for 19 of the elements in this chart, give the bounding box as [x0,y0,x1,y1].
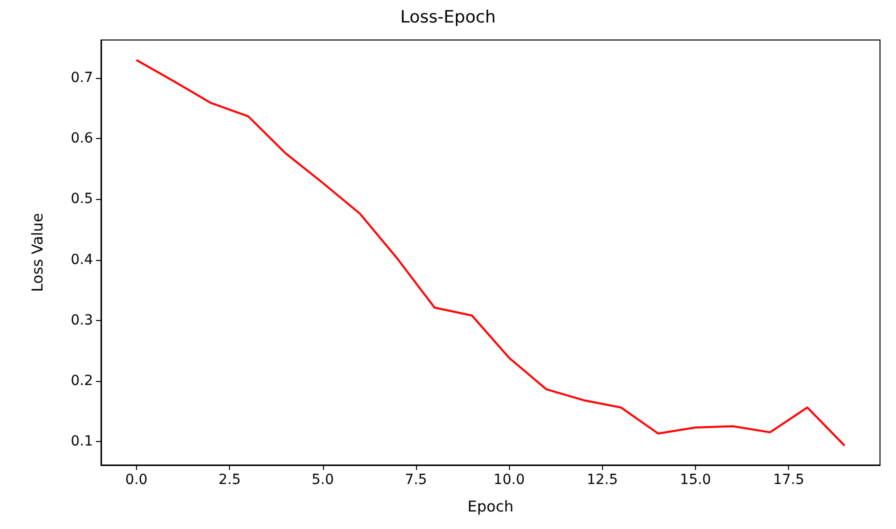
x-tick-label: 2.5 [218,472,241,488]
y-tick-label: 0.3 [70,312,93,328]
x-tick-label: 7.5 [404,472,428,488]
y-tick-label: 0.4 [70,252,94,268]
y-tick-label: 0.1 [70,433,93,450]
x-tick-label: 12.5 [586,472,618,488]
x-tick-label: 17.5 [773,472,804,488]
y-axis-title: Loss Value [28,213,46,292]
y-tick-label: 0.2 [70,372,93,389]
x-tick-label: 5.0 [312,472,334,488]
line-series [135,58,846,447]
x-tick-label: 10.0 [494,472,525,488]
x-tick-label: 0.0 [125,472,148,488]
y-tick-label: 0.7 [70,70,93,86]
x-tick-label: 15.0 [680,472,712,488]
x-axis-title: Epoch [468,498,514,516]
chart-title: Loss-Epoch [400,8,496,28]
y-tick-label: 0.6 [70,130,94,147]
y-tick-label: 0.5 [70,191,93,208]
